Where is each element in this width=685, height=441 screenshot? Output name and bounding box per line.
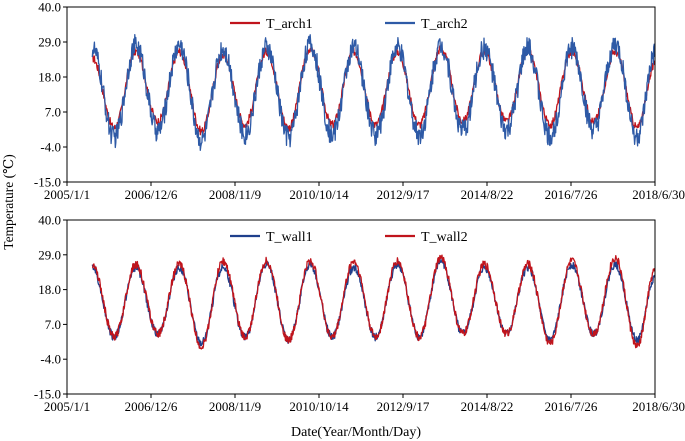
y-tick-label: 18.0 — [38, 282, 61, 297]
x-axis-title: Date(Year/Month/Day) — [291, 425, 421, 440]
y-tick-label: -15.0 — [34, 175, 61, 190]
legend-label: T_arch2 — [421, 17, 468, 32]
x-tick-label: 2016/7/26 — [545, 187, 598, 202]
x-tick-label: 2006/12/6 — [125, 399, 178, 414]
y-tick-label: 7.0 — [45, 105, 61, 120]
y-tick-label: 7.0 — [45, 317, 61, 332]
series-line-t-arch2 — [91, 33, 656, 151]
chart-panel-1: -15.0 -4.0 7.0 18.0 29.0 40.0 2005/1/1 2006/12/… — [34, 0, 685, 202]
x-tick-label: 2018/6/30 — [632, 187, 685, 202]
x-tick-label: 2010/10/14 — [289, 399, 349, 414]
x-tick-label: 2008/11/9 — [209, 187, 261, 202]
plot-frame — [66, 219, 656, 395]
x-tick-label: 2016/7/26 — [545, 399, 598, 414]
y-tick-label: -4.0 — [40, 352, 61, 367]
chart-panel-2: -15.0 -4.0 7.0 18.0 29.0 40.0 2005/1/1 2006/12/… — [34, 213, 685, 415]
legend-label: T_arch1 — [266, 17, 313, 32]
y-axis-title: Temperature (℃) — [1, 154, 16, 249]
x-tick-label: 2010/10/14 — [289, 187, 349, 202]
series-line-t-wall1 — [91, 257, 656, 347]
x-tick-label: 2018/6/30 — [632, 399, 685, 414]
x-tick-label: 2012/9/17 — [377, 399, 430, 414]
x-tick-label: 2014/8/22 — [461, 399, 514, 414]
x-tick-label: 2012/9/17 — [377, 187, 430, 202]
y-tick-label: -4.0 — [40, 140, 61, 155]
x-tick-label: 2006/12/6 — [125, 187, 178, 202]
x-tick-label: 2014/8/22 — [461, 187, 514, 202]
y-tick-label: 29.0 — [38, 35, 61, 50]
y-tick-label: 40.0 — [38, 213, 61, 228]
y-tick-label: 29.0 — [38, 247, 61, 262]
y-tick-label: 40.0 — [38, 0, 61, 15]
plot-frame — [66, 6, 656, 183]
x-tick-label: 2005/1/1 — [44, 187, 90, 202]
legend-label: T_wall2 — [421, 230, 468, 245]
x-tick-label: 2008/11/9 — [209, 399, 261, 414]
y-tick-label: 18.0 — [38, 70, 61, 85]
x-tick-label: 2005/1/1 — [44, 399, 90, 414]
legend-label: T_wall1 — [266, 230, 313, 245]
y-tick-label: -15.0 — [34, 387, 61, 402]
series-line-t-wall2 — [91, 254, 656, 350]
